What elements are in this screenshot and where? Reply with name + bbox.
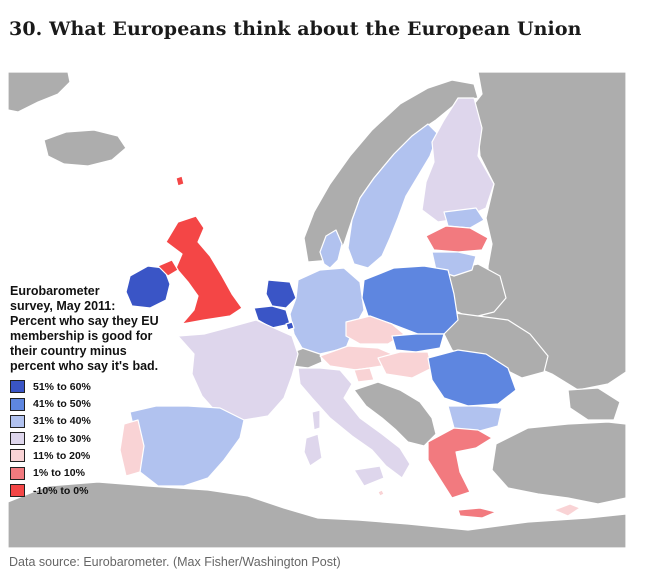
- slovakia: [391, 333, 445, 353]
- legend-items: 51% to 60% 41% to 50% 31% to 40% 21% to …: [10, 379, 200, 498]
- legend-item: 11% to 20%: [10, 448, 200, 464]
- united-kingdom: [165, 215, 243, 325]
- legend-swatch: [10, 449, 25, 463]
- corsica: [311, 409, 321, 431]
- legend-label: 1% to 10%: [33, 467, 85, 480]
- greece: [427, 427, 493, 499]
- estonia: [443, 207, 485, 229]
- legend-label: 31% to 40%: [33, 415, 91, 428]
- greenland-land: [8, 72, 71, 113]
- sicily: [353, 465, 385, 487]
- legend-swatch: [10, 380, 25, 394]
- legend-item: 1% to 10%: [10, 465, 200, 481]
- legend-item: 31% to 40%: [10, 414, 200, 430]
- map-svg: [8, 72, 626, 548]
- cyprus: [553, 503, 581, 517]
- europe-map: Eurobarometer survey, May 2011: Percent …: [8, 72, 626, 548]
- legend-label: 11% to 20%: [33, 449, 91, 462]
- faroe-islands: [175, 175, 185, 187]
- latvia: [425, 225, 489, 253]
- caucasus-land: [567, 387, 621, 421]
- north-africa-land: [8, 481, 626, 548]
- legend-item: 41% to 50%: [10, 396, 200, 412]
- balkans-land: [353, 381, 437, 447]
- legend-item: -10% to 0%: [10, 483, 200, 499]
- northern-ireland: [157, 259, 179, 277]
- denmark: [319, 229, 343, 269]
- source-caption: Data source: Eurobarometer. (Max Fisher/…: [9, 555, 341, 569]
- poland: [361, 265, 459, 335]
- luxembourg: [285, 321, 295, 331]
- legend-item: 51% to 60%: [10, 379, 200, 395]
- sardinia: [303, 433, 323, 467]
- crete: [457, 507, 497, 519]
- italy: [297, 367, 411, 479]
- legend-title: Eurobarometer survey, May 2011: Percent …: [10, 284, 159, 373]
- portugal: [119, 419, 145, 477]
- turkey-land: [491, 421, 626, 505]
- legend-label: 41% to 50%: [33, 398, 91, 411]
- legend-item: 21% to 30%: [10, 431, 200, 447]
- slovenia: [353, 367, 375, 383]
- legend-swatch: [10, 432, 25, 446]
- iceland-land: [43, 129, 127, 167]
- ireland: [125, 265, 171, 309]
- legend: Eurobarometer survey, May 2011: Percent …: [10, 284, 200, 500]
- legend-label: -10% to 0%: [33, 484, 89, 497]
- netherlands: [265, 279, 297, 309]
- hungary: [377, 351, 433, 379]
- page-title: 30. What Europeans think about the Europ…: [9, 18, 582, 40]
- legend-swatch: [10, 414, 25, 428]
- sweden: [347, 123, 439, 269]
- legend-label: 21% to 30%: [33, 432, 91, 445]
- france: [177, 319, 299, 421]
- legend-swatch: [10, 397, 25, 411]
- germany: [289, 267, 365, 355]
- malta: [377, 489, 385, 497]
- legend-label: 51% to 60%: [33, 380, 91, 393]
- legend-swatch: [10, 484, 25, 498]
- romania: [427, 349, 517, 407]
- legend-swatch: [10, 466, 25, 480]
- finland: [421, 97, 495, 223]
